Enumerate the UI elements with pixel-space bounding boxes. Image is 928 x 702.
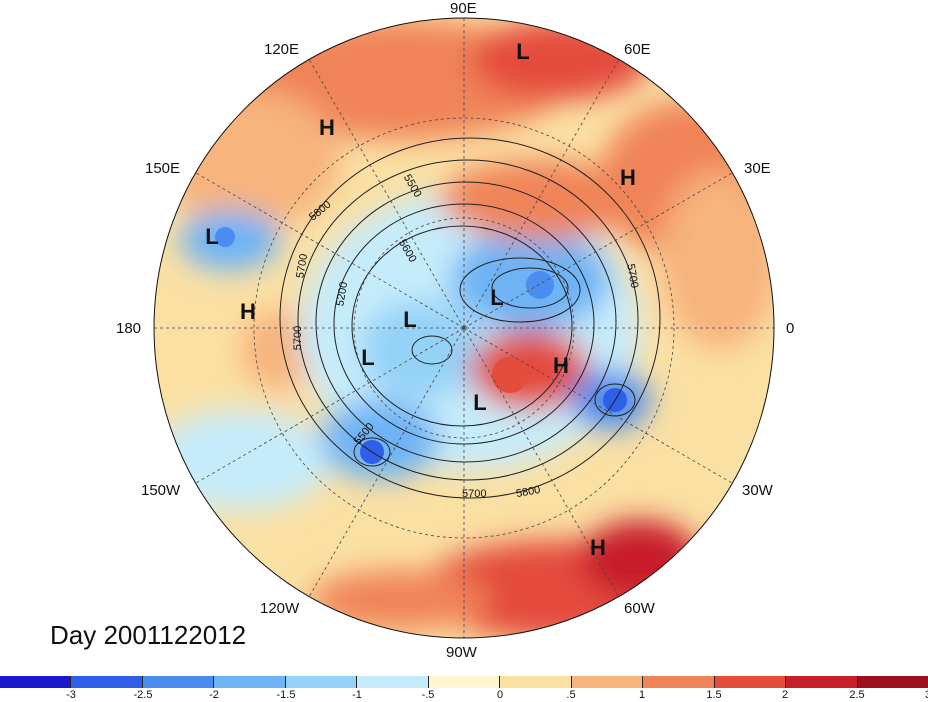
high-center: H — [620, 165, 636, 190]
lon-label-30w: 30W — [742, 482, 773, 499]
lon-label-180: 180 — [116, 320, 142, 337]
colorbar-tick-label: 1 — [638, 689, 646, 701]
colorbar-segment — [571, 676, 644, 688]
high-center: H — [553, 353, 569, 378]
colorbar-tick-label: -1.5 — [276, 689, 296, 701]
lon-label-90e: 90E — [450, 0, 477, 17]
low-center: L — [361, 345, 375, 370]
lon-label-150e: 150E — [145, 160, 181, 177]
colorbar — [0, 676, 928, 688]
colorbar-tick-label: -.5 — [421, 689, 435, 701]
low-center: L — [205, 224, 219, 249]
colorbar-tick-label: 2.5 — [849, 689, 865, 701]
colorbar-tick-label: .5 — [566, 689, 576, 701]
colorbar-tick-label: 1.5 — [706, 689, 722, 701]
colorbar-segment — [71, 676, 143, 688]
colorbar-segment — [142, 676, 215, 688]
colorbar-segment — [357, 676, 429, 688]
map-border — [153, 17, 775, 639]
colorbar-tick-label: -3 — [66, 689, 76, 701]
lon-label-120w: 120W — [260, 600, 300, 617]
colorbar-segment — [285, 676, 358, 688]
colorbar-ticks: -3 -2.5 -2 -1.5 -1 -.5 0 .5 1 1.5 2 2.5 3 — [0, 689, 928, 702]
colorbar-tick-label: 2 — [781, 689, 789, 701]
lon-label-90w: 90W — [446, 644, 477, 661]
contour-label: 5700 — [462, 488, 487, 500]
contour-label: 5700 — [292, 325, 305, 351]
date-label: Day 2001122012 — [50, 620, 247, 650]
colorbar-segment — [500, 676, 572, 688]
colorbar-tick-label: 0 — [496, 689, 504, 701]
colorbar-segment — [0, 676, 72, 688]
graticule — [154, 18, 774, 638]
low-center: L — [516, 39, 530, 64]
colorbar-segment — [714, 676, 787, 688]
low-center: L — [403, 307, 417, 332]
colorbar-tick-label: -1 — [352, 689, 362, 701]
high-center: H — [319, 115, 335, 140]
colorbar-segment — [643, 676, 715, 688]
colorbar-segment — [786, 676, 858, 688]
lon-label-60w: 60W — [624, 600, 655, 617]
colorbar-segment — [214, 676, 286, 688]
anomaly-field — [154, 18, 774, 638]
lon-label-0: 0 — [786, 320, 795, 337]
lon-label-60e: 60E — [624, 41, 651, 58]
colorbar-tick-label: 3 — [925, 689, 928, 701]
low-center: L — [490, 285, 504, 310]
lon-label-150w: 150W — [141, 482, 181, 499]
lon-label-120e: 120E — [264, 41, 300, 58]
colorbar-tick-label: -2 — [209, 689, 219, 701]
colorbar-segment — [428, 676, 501, 688]
colorbar-segment — [857, 676, 928, 688]
high-center: H — [240, 299, 256, 324]
high-center: H — [590, 535, 606, 560]
lon-label-30e: 30E — [744, 160, 771, 177]
low-center: L — [473, 390, 487, 415]
colorbar-tick-label: -2.5 — [133, 689, 153, 701]
